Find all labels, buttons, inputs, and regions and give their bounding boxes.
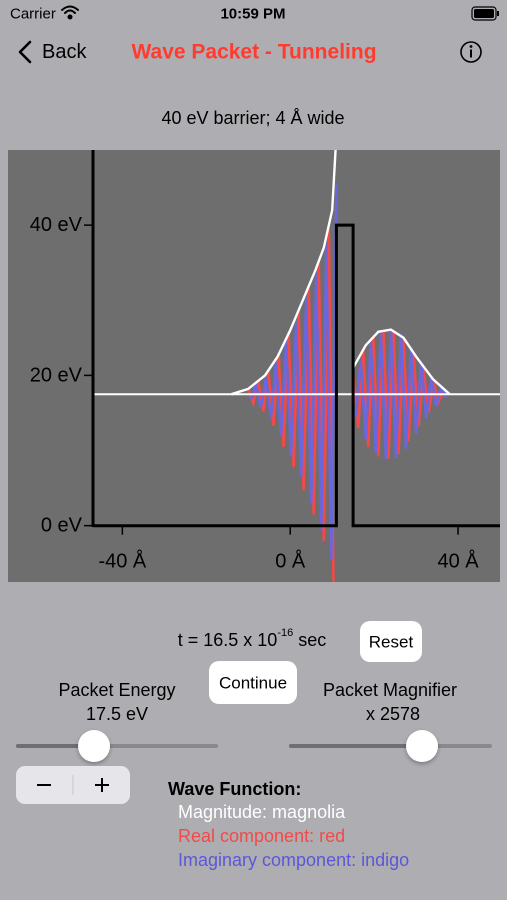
continue-button[interactable]: Continue bbox=[209, 661, 297, 704]
y-tick-label: 40 eV bbox=[30, 214, 83, 236]
series-line bbox=[231, 150, 451, 396]
timer-unit: sec bbox=[293, 630, 326, 650]
x-tick-label: 0 Å bbox=[275, 550, 306, 573]
energy-label: Packet Energy bbox=[58, 680, 175, 700]
series-line bbox=[93, 223, 500, 528]
legend: Magnitude: magnolia Real component: red Im… bbox=[178, 802, 409, 870]
plot bbox=[93, 150, 500, 582]
battery-icon bbox=[471, 6, 499, 21]
series-line bbox=[246, 228, 445, 582]
continue-button-bg[interactable] bbox=[209, 661, 297, 704]
magnifier-slider[interactable] bbox=[289, 730, 492, 762]
x-tick-label: -40 Å bbox=[98, 550, 146, 573]
legend-item: Imaginary component: indigo bbox=[178, 850, 409, 870]
back-label[interactable]: Back bbox=[42, 41, 87, 63]
back-button[interactable]: Back bbox=[18, 40, 87, 64]
stepper-plus[interactable] bbox=[95, 778, 109, 792]
magnifier-label: Packet Magnifier bbox=[323, 680, 457, 700]
timer-exponent: -16 bbox=[277, 627, 293, 639]
continue-label[interactable]: Continue bbox=[219, 674, 287, 693]
magnifier-value: x 2578 bbox=[366, 704, 420, 724]
legend-item: Real component: red bbox=[178, 826, 345, 846]
energy-slider[interactable] bbox=[16, 730, 218, 762]
reset-label[interactable]: Reset bbox=[369, 633, 414, 652]
clock: 10:59 PM bbox=[220, 6, 285, 23]
stepper bbox=[16, 766, 130, 804]
plot-background bbox=[8, 150, 500, 582]
reset-button[interactable]: Reset bbox=[360, 621, 422, 662]
x-tick-label: 40 Å bbox=[437, 550, 479, 573]
back-chevron[interactable] bbox=[18, 40, 32, 64]
energy-value: 17.5 eV bbox=[86, 704, 148, 724]
y-tick-label: 0 eV bbox=[41, 515, 83, 537]
info-button[interactable] bbox=[460, 41, 482, 63]
axes: 0 eV 20 eV 40 eV -40 Å 0 Å 40 Å bbox=[30, 150, 479, 573]
slider-thumb[interactable] bbox=[78, 730, 110, 762]
legend-item: Magnitude: magnolia bbox=[178, 802, 346, 822]
chart-title: 40 eV barrier; 4 Å wide bbox=[161, 108, 344, 128]
carrier: Carrier bbox=[10, 6, 56, 23]
timer-text: t = 16.5 x 10 bbox=[178, 630, 278, 650]
slider-thumb[interactable] bbox=[406, 730, 438, 762]
wifi-icon bbox=[61, 5, 79, 20]
nav-title: Wave Packet - Tunneling bbox=[131, 41, 376, 64]
y-tick-label: 20 eV bbox=[30, 364, 83, 386]
timer: t = 16.5 x 10-16 sec bbox=[178, 627, 327, 650]
reset-button-bg[interactable] bbox=[360, 621, 422, 662]
legend-title: Wave Function: bbox=[168, 779, 301, 799]
